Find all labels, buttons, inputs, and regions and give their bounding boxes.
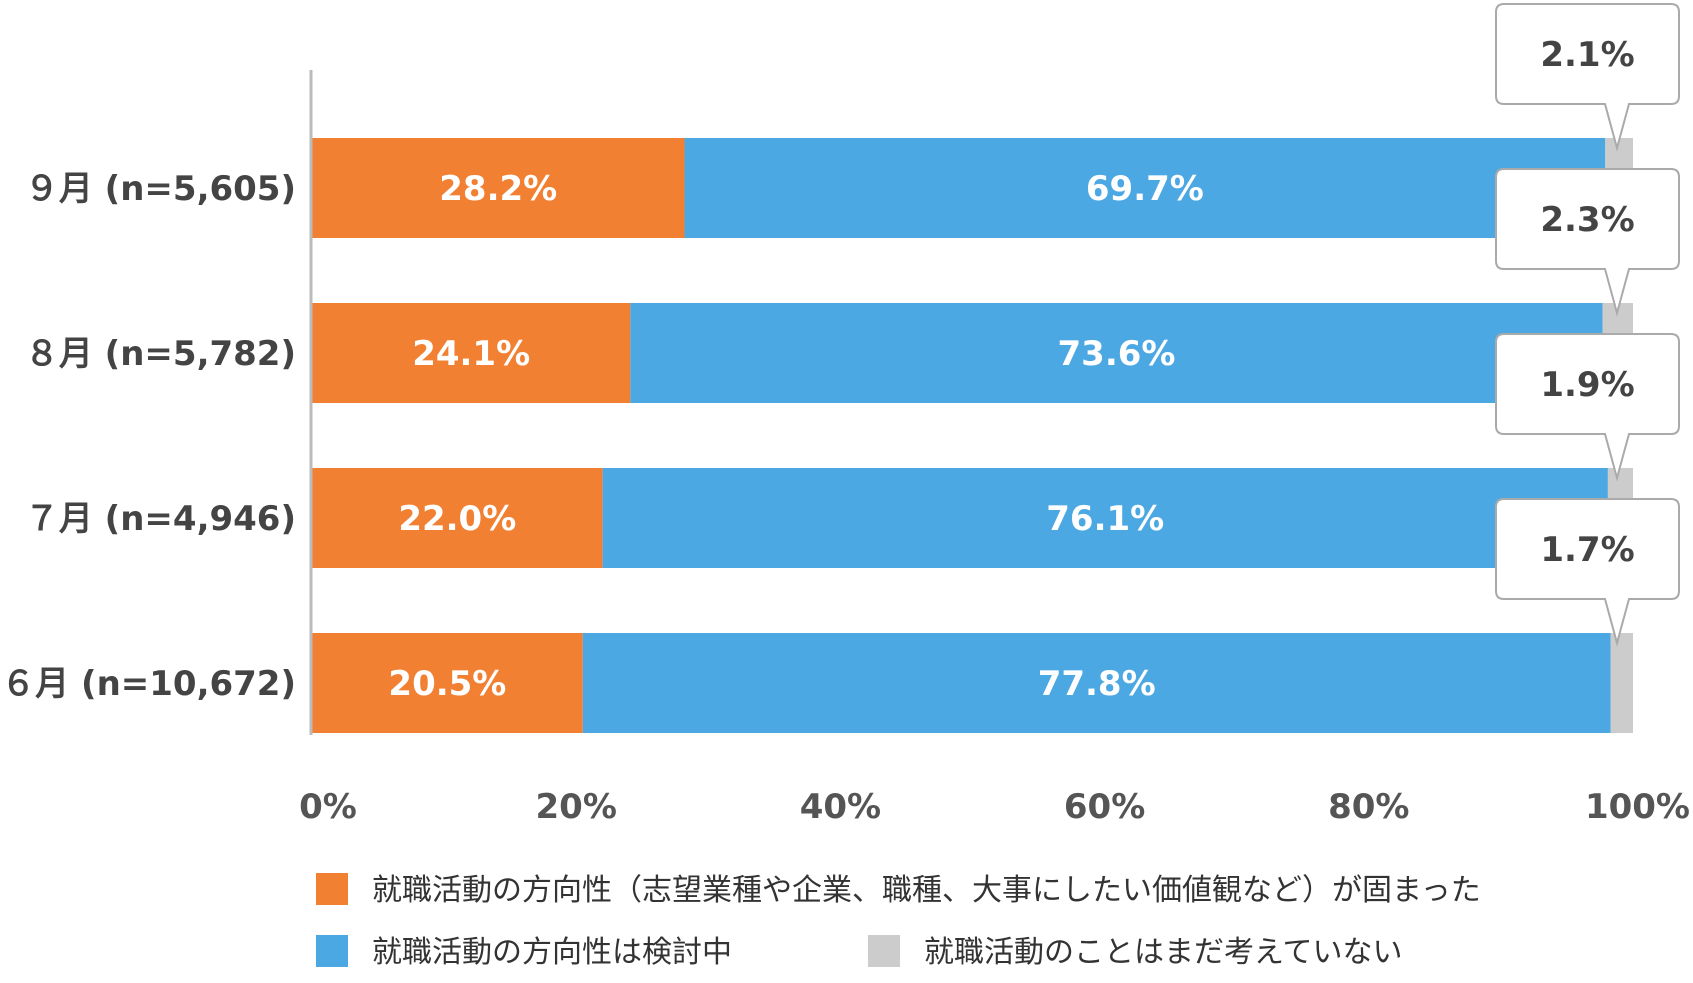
data-label-series-2-row-4: 77.8%: [1038, 664, 1156, 704]
x-tick-label-80: 80%: [1328, 787, 1409, 827]
callout-label-row-4: 1.7%: [1540, 530, 1634, 570]
callout-box: [1495, 333, 1680, 482]
data-label-series-2-row-2: 73.6%: [1058, 334, 1176, 374]
bar-segment-1-row-4: [312, 633, 583, 733]
category-label-3: ７月 (n=4,946): [25, 499, 296, 539]
data-label-series-1-row-4: 20.5%: [388, 664, 506, 704]
callout-layer: 2.1% 2.3% 1.9% 1.7%: [1495, 3, 1680, 647]
callout-box: [1495, 168, 1680, 317]
legend-item-2: 就職活動の方向性は検討中: [316, 935, 732, 970]
bar-segment-2-row-4: [582, 633, 1611, 733]
data-label-series-2-row-3: 76.1%: [1046, 499, 1164, 539]
category-label-2: ８月 (n=5,782): [25, 334, 296, 374]
bar-segment-2-row-1: [684, 138, 1606, 238]
data-label-series-1-row-1: 28.2%: [439, 169, 557, 209]
data-label-series-2-row-1: 69.7%: [1086, 169, 1204, 209]
callout-box: [1495, 3, 1680, 152]
callout-4: 1.7%: [1495, 498, 1680, 647]
x-tick-label-20: 20%: [536, 787, 617, 827]
callout-label-row-2: 2.3%: [1540, 200, 1634, 240]
x-tick-label-0: 0%: [299, 787, 357, 827]
legend-swatch: [868, 935, 900, 967]
legend-item-3: 就職活動のことはまだ考えていない: [868, 935, 1403, 970]
callout-label-row-3: 1.9%: [1540, 365, 1634, 405]
bar-segment-1-row-1: [312, 138, 685, 238]
legend-label: 就職活動のことはまだ考えていない: [924, 935, 1403, 970]
bar-segment-1-row-2: [312, 303, 631, 403]
legend-label: 就職活動の方向性は検討中: [372, 935, 732, 970]
callout-box: [1495, 498, 1680, 647]
callout-2: 2.3%: [1495, 168, 1680, 317]
bar-segment-2-row-3: [602, 468, 1608, 568]
bar-segment-1-row-3: [312, 468, 603, 568]
bar-segment-3-row-4: [1610, 633, 1633, 733]
bar-segment-2-row-2: [630, 303, 1603, 403]
legend-layer: 就職活動の方向性（志望業種や企業、職種、大事にしたい価値観など）が固まった就職活…: [316, 873, 1481, 970]
bars-layer: 28.2% 69.7% 24.1% 73.6% 22.0% 76.1% 20.5% 77.8%: [312, 138, 1633, 733]
data-label-series-1-row-2: 24.1%: [412, 334, 530, 374]
axis-layer: ９月 (n=5,605) ８月 (n=5,782) ７月 (n=4,946) ６月 (…: [1, 70, 1690, 827]
legend-item-1: 就職活動の方向性（志望業種や企業、職種、大事にしたい価値観など）が固まった: [316, 873, 1481, 908]
callout-label-row-1: 2.1%: [1540, 35, 1634, 75]
category-label-4: ６月 (n=10,672): [1, 664, 296, 704]
x-tick-label-60: 60%: [1064, 787, 1145, 827]
data-label-series-1-row-3: 22.0%: [398, 499, 516, 539]
callout-1: 2.1%: [1495, 3, 1680, 152]
legend-swatch: [316, 873, 348, 905]
legend-label: 就職活動の方向性（志望業種や企業、職種、大事にしたい価値観など）が固まった: [372, 873, 1481, 908]
category-label-1: ９月 (n=5,605): [25, 169, 296, 209]
legend-swatch: [316, 935, 348, 967]
x-tick-label-100: 100%: [1585, 787, 1690, 827]
x-tick-label-40: 40%: [800, 787, 881, 827]
callout-3: 1.9%: [1495, 333, 1680, 482]
